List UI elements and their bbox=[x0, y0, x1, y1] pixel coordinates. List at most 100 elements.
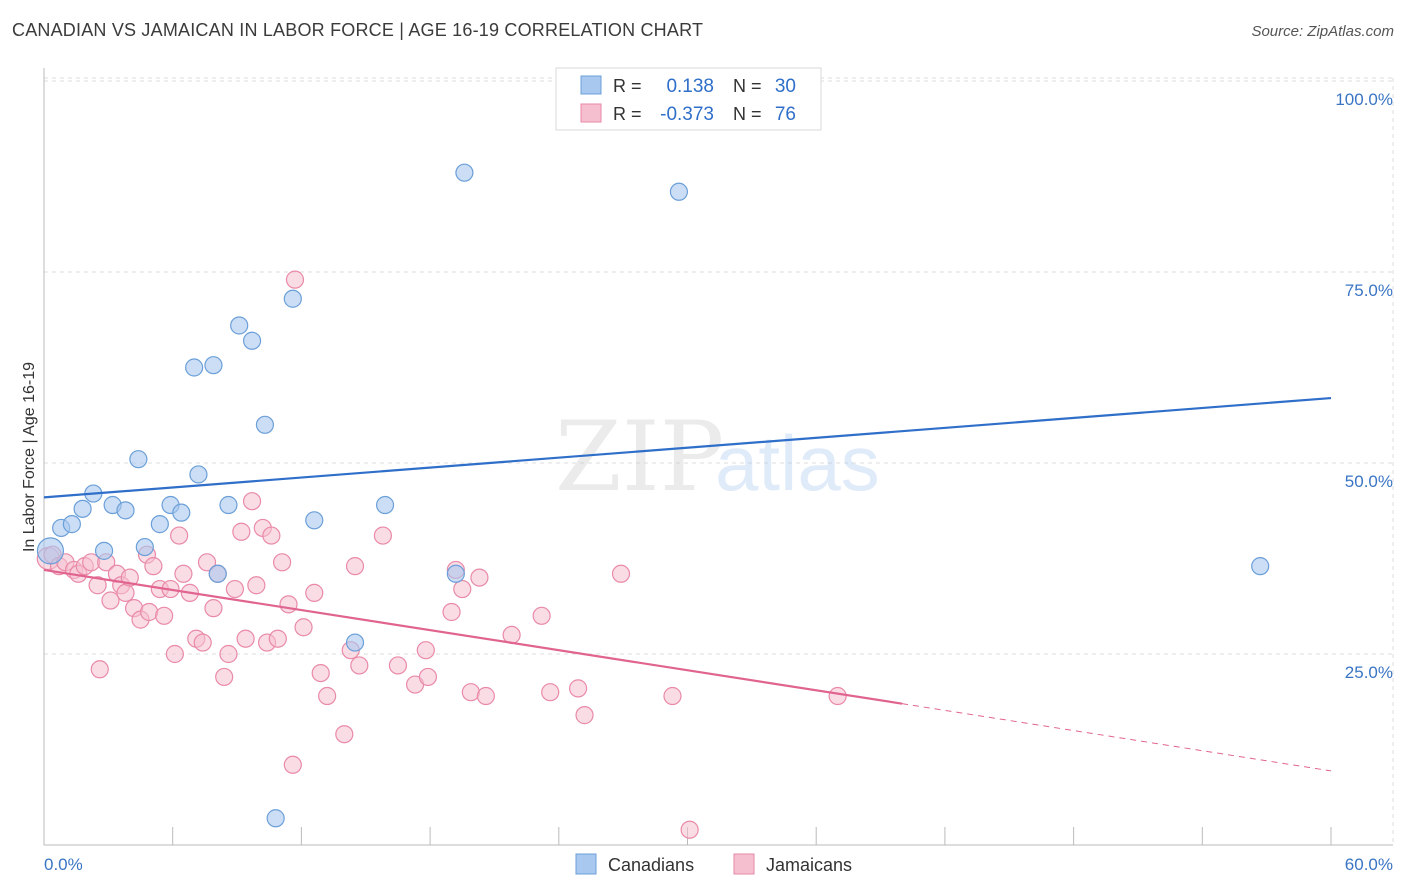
jamaicans-points bbox=[36, 270, 847, 839]
legend-swatch-jamaicans bbox=[733, 853, 755, 875]
canadians-point bbox=[242, 331, 262, 350]
canadians-point bbox=[230, 316, 249, 335]
jamaicans-point bbox=[335, 725, 354, 744]
canadians-points bbox=[36, 163, 1270, 828]
stats-r-value-canadians: 0.138 bbox=[666, 76, 714, 97]
canadians-point bbox=[266, 809, 285, 828]
y-tick-label-75: 75.0% bbox=[1345, 281, 1393, 300]
canadians-point bbox=[135, 537, 154, 557]
jamaicans-point bbox=[193, 633, 212, 652]
jamaicans-point bbox=[285, 270, 305, 289]
canadians-point bbox=[185, 358, 204, 377]
jamaicans-point bbox=[418, 667, 438, 687]
jamaicans-point bbox=[318, 686, 337, 706]
jamaicans-point bbox=[204, 599, 223, 618]
canadians-point bbox=[219, 495, 238, 515]
stats-n-label-canadians: N = bbox=[733, 76, 762, 96]
jamaicans-trend-line bbox=[43, 568, 903, 705]
trend-lines bbox=[43, 396, 1332, 772]
canadians-point bbox=[255, 415, 275, 434]
stats-r-value-jamaicans: -0.373 bbox=[660, 104, 714, 125]
jamaicans-point bbox=[470, 568, 489, 587]
watermark-zip: ZIP bbox=[555, 401, 724, 513]
jamaicans-point bbox=[283, 755, 302, 774]
jamaicans-point bbox=[453, 579, 472, 599]
canadians-point bbox=[36, 537, 65, 565]
canadians-point bbox=[283, 289, 302, 308]
canadians-point bbox=[446, 564, 465, 583]
jamaicans-point bbox=[272, 553, 292, 572]
legend-label-canadians: Canadians bbox=[608, 855, 694, 875]
jamaicans-point bbox=[294, 618, 313, 637]
jamaicans-point bbox=[305, 583, 324, 602]
jamaicans-point bbox=[541, 683, 560, 702]
canadians-point bbox=[204, 356, 223, 375]
jamaicans-point bbox=[90, 660, 109, 679]
jamaicans-point bbox=[828, 686, 847, 706]
x-tick-labels: 0.0% 60.0% bbox=[44, 855, 1393, 874]
stats-n-value-canadians: 30 bbox=[775, 76, 796, 97]
axes bbox=[43, 68, 1393, 846]
jamaicans-point bbox=[155, 606, 174, 625]
jamaicans-point bbox=[461, 683, 480, 702]
canadians-point bbox=[455, 163, 474, 182]
canadians-point bbox=[62, 515, 81, 534]
jamaicans-point bbox=[170, 526, 189, 545]
jamaicans-point bbox=[680, 820, 699, 839]
y-tick-label-100: 100.0% bbox=[1335, 90, 1393, 109]
jamaicans-point bbox=[232, 522, 251, 541]
watermark-atlas: atlas bbox=[715, 419, 880, 507]
jamaicans-point bbox=[350, 656, 369, 675]
canadians-point bbox=[305, 511, 324, 530]
y-tick-label-25: 25.0% bbox=[1345, 663, 1393, 682]
watermark: ZIP atlas bbox=[555, 401, 880, 513]
canadians-point bbox=[669, 182, 689, 201]
canadians-point bbox=[375, 495, 395, 515]
canadians-point bbox=[150, 515, 169, 534]
stats-n-value-jamaicans: 76 bbox=[775, 104, 796, 125]
canadians-trend-line bbox=[43, 396, 1332, 499]
stats-r-label-canadians: R = bbox=[613, 76, 642, 96]
jamaicans-point bbox=[388, 656, 408, 675]
jamaicans-point bbox=[416, 641, 435, 660]
jamaicans-point bbox=[144, 557, 163, 576]
jamaicans-point bbox=[116, 583, 135, 602]
canadians-point bbox=[172, 503, 191, 522]
jamaicans-point bbox=[575, 706, 594, 725]
jamaicans-point bbox=[197, 553, 217, 572]
canadians-point bbox=[345, 633, 365, 652]
jamaicans-point bbox=[442, 602, 461, 622]
source-label: Source: ZipAtlas.com bbox=[1251, 23, 1394, 40]
jamaicans-point bbox=[532, 606, 551, 625]
jamaicans-point bbox=[165, 644, 184, 664]
y-axis-label: In Labor Force | Age 16-19 bbox=[21, 362, 38, 552]
canadians-point bbox=[116, 501, 135, 520]
stats-box: R = 0.138 N = 30 R = -0.373 N = 76 bbox=[555, 67, 822, 131]
jamaicans-point bbox=[611, 564, 631, 583]
jamaicans-point bbox=[247, 576, 266, 595]
jamaicans-point bbox=[242, 492, 262, 511]
jamaicans-point bbox=[140, 602, 159, 622]
jamaicans-point bbox=[101, 591, 120, 610]
stats-swatch-canadians bbox=[580, 75, 602, 95]
jamaicans-point bbox=[268, 629, 287, 648]
jamaicans-point bbox=[215, 667, 234, 687]
jamaicans-point bbox=[476, 686, 495, 706]
stats-swatch-jamaicans bbox=[580, 103, 602, 123]
y-tick-labels: 25.0% 50.0% 75.0% 100.0% bbox=[1335, 90, 1393, 682]
stats-n-label-jamaicans: N = bbox=[733, 104, 762, 124]
x-tick-label-max: 60.0% bbox=[1345, 855, 1393, 874]
jamaicans-point bbox=[311, 663, 330, 683]
jamaicans-point bbox=[262, 526, 281, 545]
jamaicans-point bbox=[225, 579, 245, 599]
jamaicans-point bbox=[174, 564, 193, 583]
legend-label-jamaicans: Jamaicans bbox=[766, 855, 852, 875]
jamaicans-point bbox=[88, 576, 107, 595]
jamaicans-point bbox=[219, 644, 238, 664]
x-tick-label-min: 0.0% bbox=[44, 855, 83, 874]
legend-swatch-canadians bbox=[575, 853, 597, 875]
jamaicans-point bbox=[236, 629, 255, 648]
canadians-point bbox=[189, 465, 208, 484]
stats-r-label-jamaicans: R = bbox=[613, 104, 642, 124]
canadians-point bbox=[208, 564, 227, 583]
